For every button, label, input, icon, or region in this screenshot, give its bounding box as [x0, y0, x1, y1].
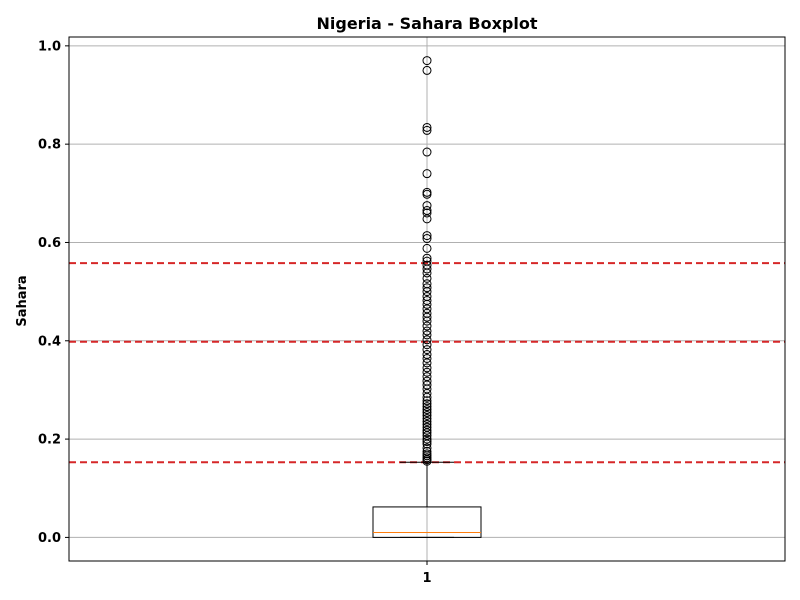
outlier-point [422, 437, 432, 447]
outlier-points [422, 56, 432, 466]
y-tick-label: 1.0 [38, 39, 61, 54]
y-tick-label: 0.6 [38, 236, 61, 251]
outlier-point [422, 416, 432, 426]
outlier-point [422, 410, 432, 420]
outlier-point [422, 363, 432, 373]
outlier-point [422, 443, 432, 453]
outlier-point [422, 147, 432, 157]
outlier-point [422, 340, 432, 350]
outlier-point [422, 372, 432, 382]
outlier-point [422, 169, 432, 179]
outlier-point [422, 326, 432, 336]
outlier-point [422, 408, 432, 418]
outlier-point [422, 208, 432, 218]
outlier-point [422, 308, 432, 318]
outlier-point [422, 253, 432, 263]
outlier-point [422, 206, 432, 216]
outlier-point [422, 396, 432, 406]
outlier-point [422, 292, 432, 302]
outlier-point [422, 234, 432, 244]
outlier-point [422, 295, 432, 305]
outlier-point [422, 330, 432, 340]
outlier-point [422, 256, 432, 266]
outlier-point [422, 446, 432, 456]
outlier-point [422, 353, 432, 363]
outlier-point [422, 419, 432, 429]
outlier-point [422, 425, 432, 435]
outlier-point [422, 273, 432, 283]
x-tick-label: 1 [422, 571, 431, 586]
box-element [372, 461, 482, 538]
chart-title: Nigeria - Sahara Boxplot [317, 14, 538, 33]
outlier-point [422, 376, 432, 386]
outlier-point [422, 187, 432, 197]
y-ticks: 0.0 0.2 0.4 0.6 0.8 1.0 [38, 39, 69, 546]
outlier-point [422, 449, 432, 459]
outlier-point [422, 56, 432, 66]
x-ticks: 1 [422, 561, 432, 586]
outlier-point [422, 122, 432, 132]
outlier-point [422, 405, 432, 415]
y-tick-label: 0.8 [38, 138, 61, 153]
outlier-point [422, 321, 432, 331]
outlier-point [422, 399, 432, 409]
outlier-point [422, 201, 432, 211]
outlier-point [422, 65, 432, 75]
outlier-point [422, 283, 432, 293]
outlier-point [422, 350, 432, 360]
outlier-point [422, 231, 432, 241]
outlier-point [422, 279, 432, 289]
iqr-box [372, 506, 482, 538]
outlier-point [422, 367, 432, 377]
outlier-point [422, 260, 432, 270]
y-tick-label: 0.0 [38, 531, 61, 546]
y-axis-label: Sahara [15, 275, 30, 326]
outlier-point [422, 413, 432, 423]
outlier-point [422, 434, 432, 444]
outlier-point [422, 345, 432, 355]
y-tick-label: 0.2 [38, 433, 61, 448]
outlier-point [422, 243, 432, 253]
outlier-point [422, 335, 432, 345]
outlier-point [422, 402, 432, 412]
y-tick-label: 0.4 [38, 334, 61, 349]
outlier-point [422, 422, 432, 432]
outlier-point [422, 125, 432, 135]
